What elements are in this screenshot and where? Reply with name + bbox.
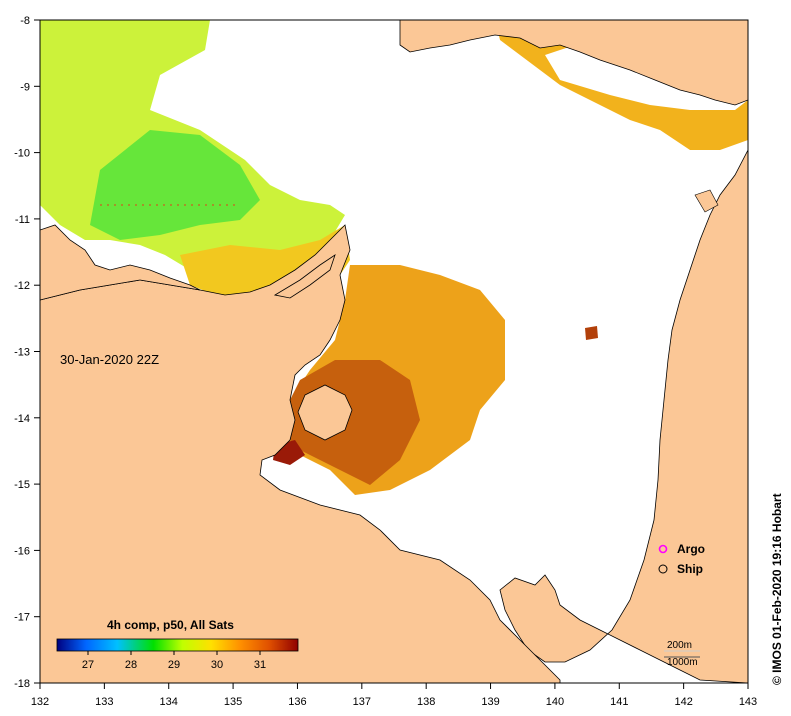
ship-marker-icon [658, 564, 668, 574]
sst-patch-northeast [495, 20, 748, 150]
lon-tick-label: 138 [417, 696, 435, 708]
argo-label: Argo [677, 542, 705, 556]
sst-patch-small-east [585, 326, 598, 340]
isobath-200-label: 200m [667, 640, 692, 651]
credit-label: © IMOS 01-Feb-2020 19:16 Hobart [770, 493, 784, 685]
land-new-guinea [399, 20, 748, 106]
land-island-gulf [297, 384, 353, 441]
lat-tick-label: -18 [14, 678, 30, 690]
land-layer [40, 20, 748, 683]
colorbar-tick-label: 31 [254, 659, 266, 671]
lon-tick-label: 142 [674, 696, 692, 708]
land-arnhem [40, 224, 561, 683]
lat-tick-label: -9 [20, 81, 30, 93]
date-label: 30-Jan-2020 22Z [60, 352, 159, 367]
lat-tick-label: -11 [15, 214, 30, 226]
colorbar-title: 4h comp, p50, All Sats [107, 618, 234, 632]
lat-tick-label: -10 [14, 148, 30, 160]
lat-tick-label: -12 [14, 280, 30, 292]
lon-tick-label: 139 [481, 696, 499, 708]
isobath-1000-label: 1000m [667, 657, 698, 668]
lon-tick-label: 133 [95, 696, 113, 708]
latitude-axis: -8 -9 -10 -11 -12 -13 -14 -15 -16 -17 -18 [14, 15, 40, 690]
lon-tick-label: 132 [31, 696, 49, 708]
argo-marker-icon [658, 544, 668, 554]
lon-tick-label: 134 [160, 696, 178, 708]
land-north-peninsula [40, 224, 201, 301]
lon-tick-label: 141 [610, 696, 628, 708]
lon-tick-label: 137 [353, 696, 371, 708]
land-cape-york-main [499, 149, 748, 683]
colorbar-tick-label: 28 [125, 659, 137, 671]
lat-tick-label: -16 [14, 545, 30, 557]
marker-legend: Argo Ship [658, 542, 705, 576]
sst-patch-green [90, 130, 260, 240]
colorbar-tick-label: 27 [82, 659, 94, 671]
lon-tick-label: 143 [739, 696, 757, 708]
lon-tick-label: 135 [224, 696, 242, 708]
lat-tick-label: -14 [14, 413, 30, 425]
colorbar-ramp [56, 638, 299, 652]
colorbar: 4h comp, p50, All Sats 27 28 29 30 31 [56, 618, 299, 671]
lat-tick-label: -13 [14, 347, 30, 359]
lon-tick-label: 136 [288, 696, 306, 708]
land-wessel-islands [273, 254, 336, 299]
isobath-legend: 200m 1000m [664, 640, 700, 668]
lat-tick-label: -17 [14, 612, 30, 624]
land-torres-island [694, 189, 719, 213]
lon-tick-label: 140 [546, 696, 564, 708]
colorbar-tick-label: 30 [211, 659, 223, 671]
ship-label: Ship [677, 562, 703, 576]
colorbar-tick-label: 29 [168, 659, 180, 671]
longitude-axis: 132 133 134 135 136 137 138 139 140 141 142 143 [31, 683, 757, 708]
sst-data-layer [40, 20, 748, 495]
lat-tick-label: -8 [20, 15, 30, 27]
lat-tick-label: -15 [14, 479, 30, 491]
